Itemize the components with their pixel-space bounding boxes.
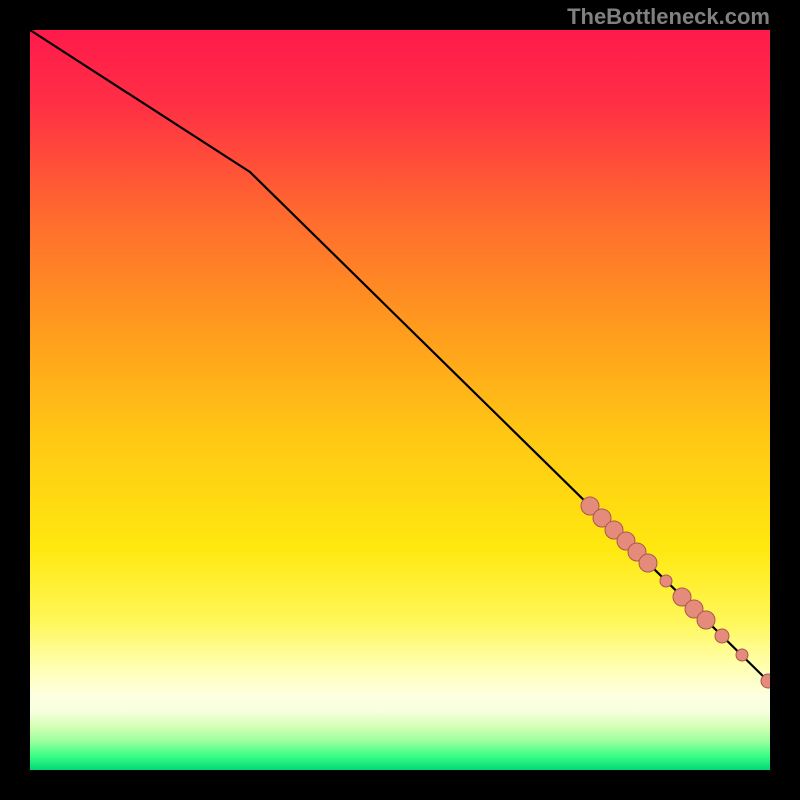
chart-overlay — [0, 0, 800, 800]
data-marker — [715, 629, 729, 643]
data-marker — [660, 575, 672, 587]
data-marker — [697, 611, 715, 629]
data-marker — [761, 674, 775, 688]
watermark-text: TheBottleneck.com — [567, 4, 770, 30]
data-marker — [639, 554, 657, 572]
data-marker — [736, 649, 748, 661]
bottleneck-curve — [30, 30, 770, 683]
